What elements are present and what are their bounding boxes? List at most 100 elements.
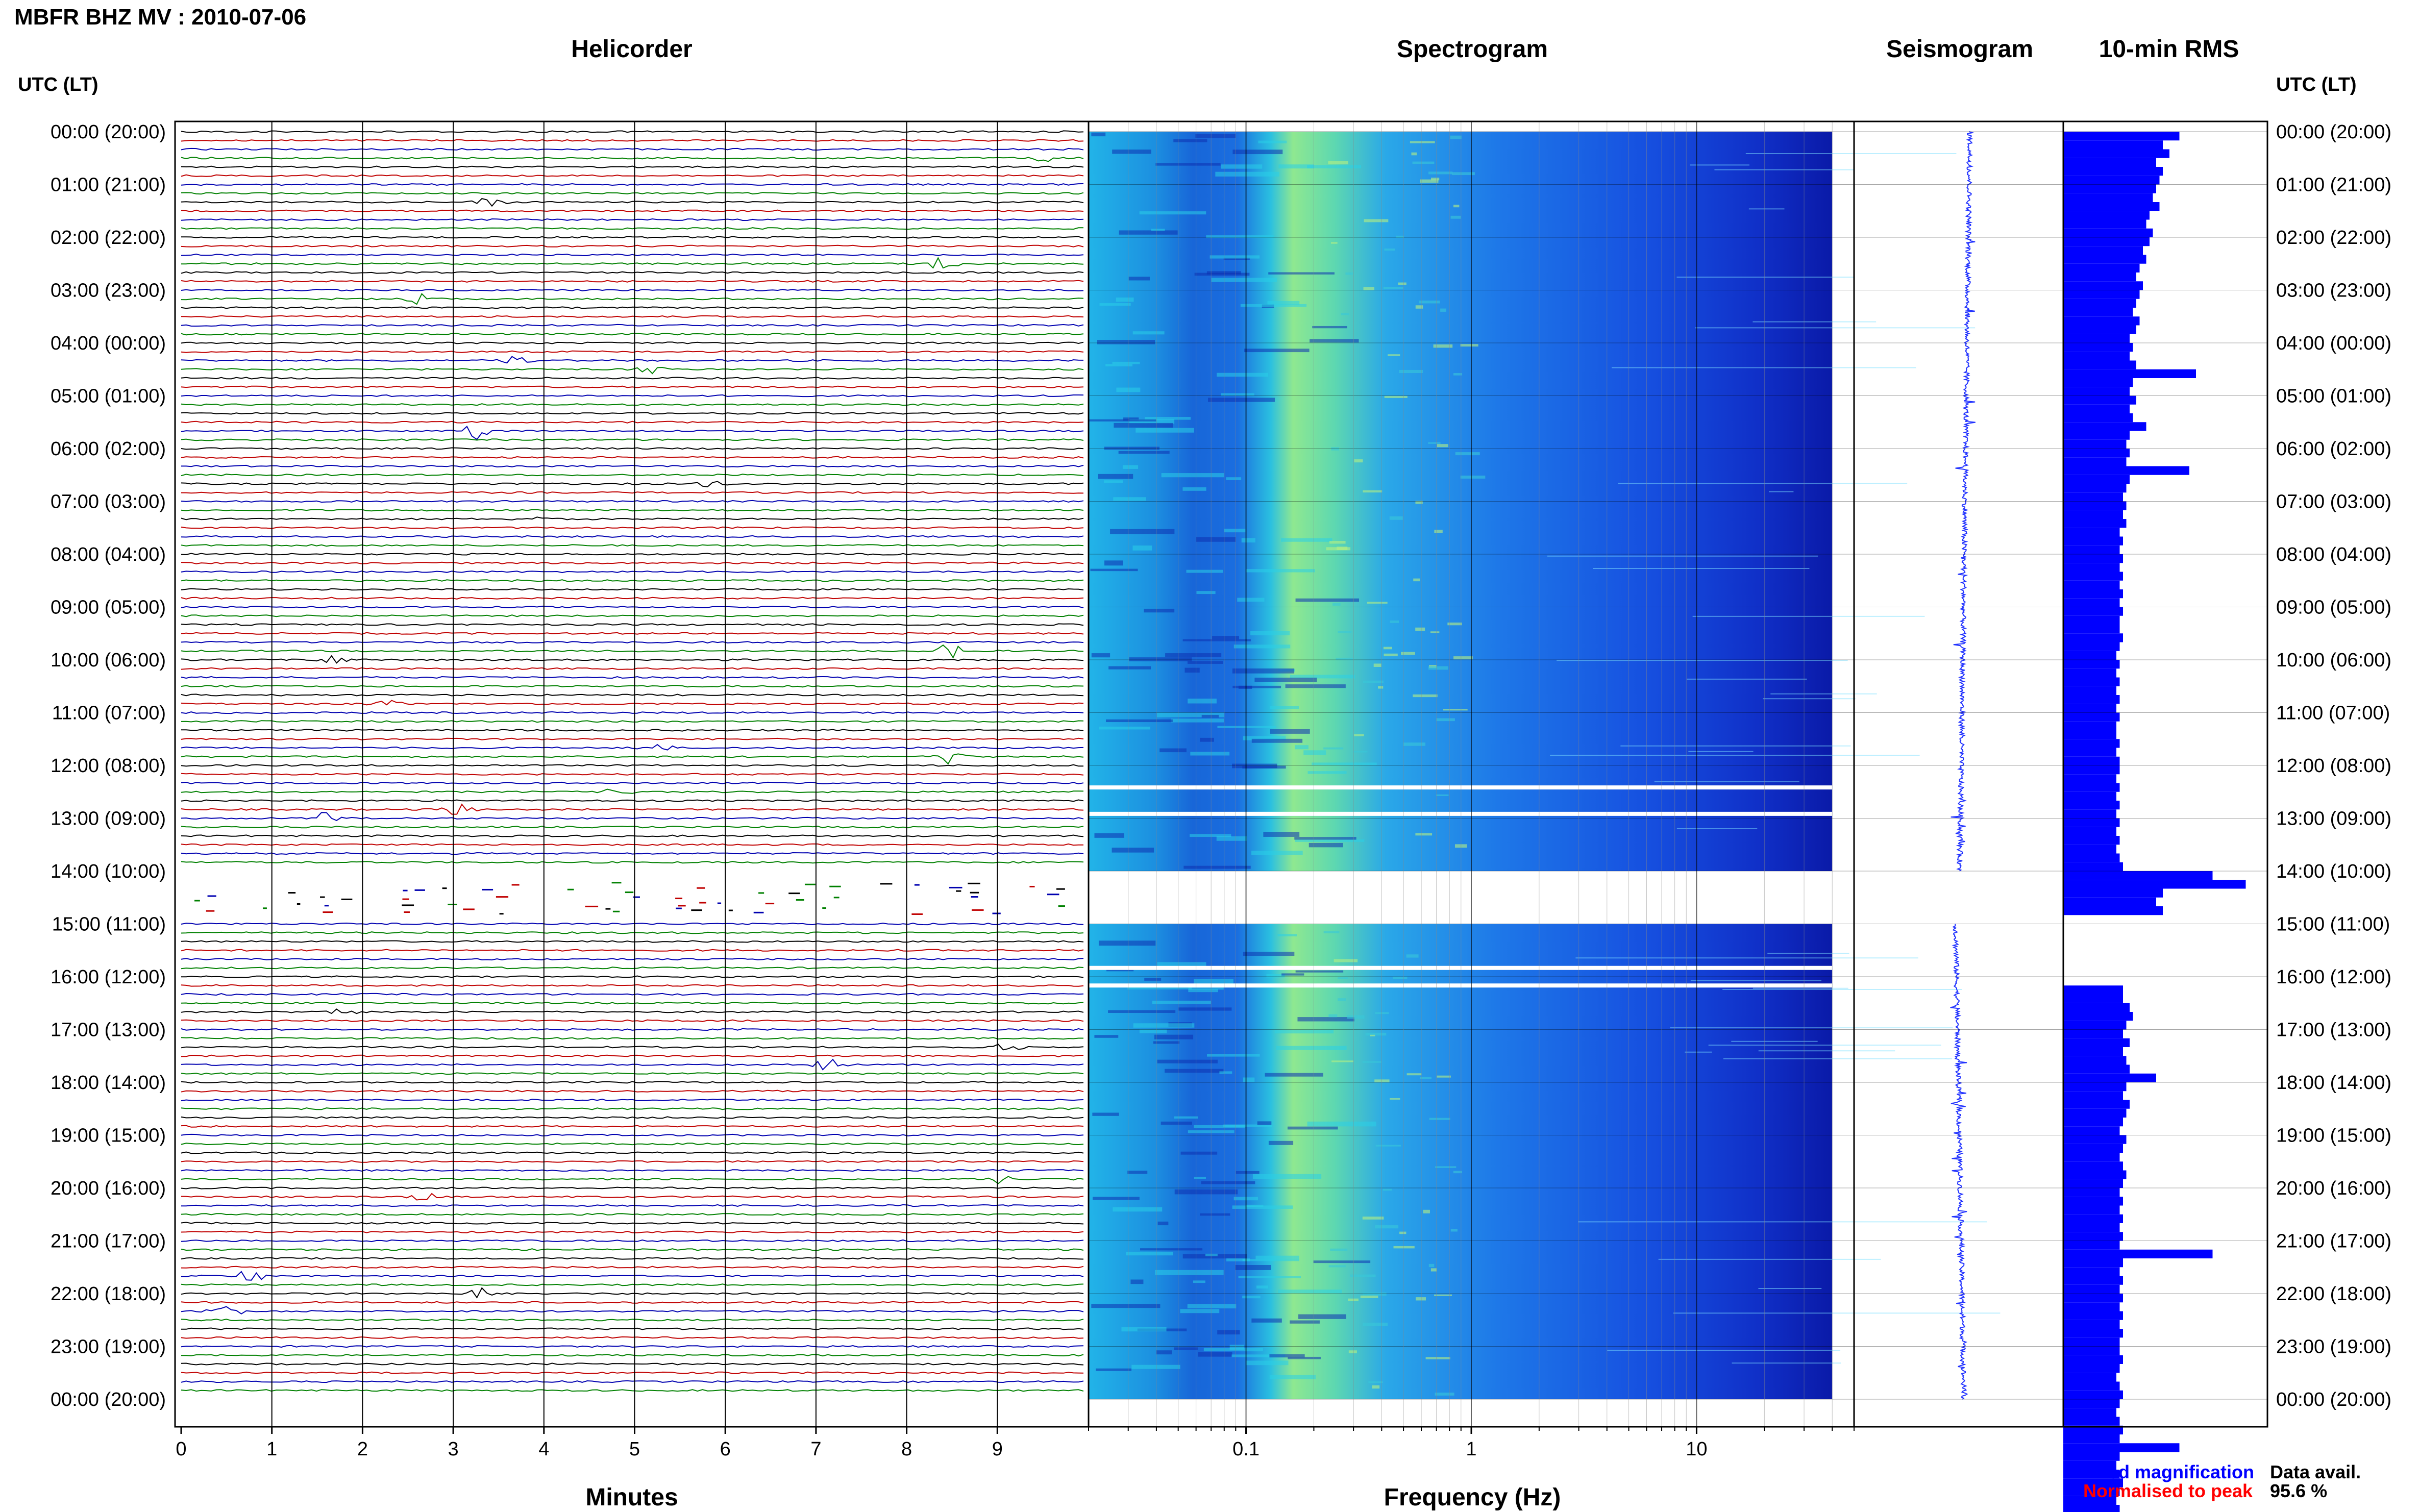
helicorder-trace-line [181,1107,1084,1110]
spectrogram-speckle [1435,1392,1454,1396]
helicorder-trace-line [181,412,1084,415]
spectrogram-speckle [1372,1385,1380,1389]
time-tick-label-left: 07:00 (03:00) [51,491,166,513]
rms-bar [2063,1434,2120,1444]
time-tick-label-right: 08:00 (04:00) [2276,544,2391,565]
helicorder-trace-line [181,579,1084,582]
helicorder-trace-line [181,350,1084,353]
helicorder-gap-fragment [1058,905,1066,907]
time-tick-label-right: 05:00 (01:00) [2276,386,2391,407]
spectrogram-streak [1153,1041,1180,1044]
time-tick-label-left: 01:00 (21:00) [51,175,166,196]
time-tick-label-right: 21:00 (17:00) [2276,1231,2391,1252]
spectrogram-speckle [1375,1012,1389,1014]
helicorder-trace-line [181,315,1084,318]
spectrogram-speckle [1348,1298,1359,1301]
spectrogram-streak [1270,706,1299,709]
helicorder-trace-line [181,1222,1084,1225]
spectrogram-streak [1285,684,1346,688]
spectrogram-streak [1104,560,1123,566]
rms-bar [2063,1284,2120,1294]
helicorder-trace-line [181,1058,1084,1071]
helicorder-trace-line [181,655,1084,664]
helicorder-trace-line [181,975,1084,978]
spectrogram-speckle [1332,603,1341,606]
spectrogram-speckle [1406,1073,1422,1076]
helicorder-gap-fragment [341,898,353,900]
rms-bar [2063,1223,2120,1232]
helicorder-trace-line [181,157,1084,162]
helicorder-trace-line [181,1319,1084,1322]
helicorder-gap-fragment [992,912,1001,914]
helicorder-gap-fragment [320,896,325,898]
helicorder-gap-fragment [403,889,408,891]
spectrogram-streak [1294,837,1356,840]
time-tick-label-left: 10:00 (06:00) [51,650,166,671]
rms-bar [2063,704,2116,713]
spectrogram-speckle [1415,833,1433,836]
rms-bar [2063,255,2146,264]
spectrogram-speckle [1362,1217,1384,1220]
spectrogram-streak [1151,229,1165,231]
spectrogram-streak [1123,417,1139,421]
rms-bar [2063,184,2156,193]
rms-bar [2063,677,2120,686]
time-tick-label-left: 13:00 (09:00) [51,808,166,830]
rms-bar [2063,651,2116,660]
helicorder-trace-line [181,288,1084,292]
helicorder-trace-line [181,481,1084,487]
helicorder-trace-line [181,394,1084,398]
helicorder-trace-line [181,130,1084,133]
rms-bar [2063,263,2140,272]
spectrogram-streak [1190,834,1231,837]
helicorder-gap-fragment [288,892,296,894]
spectrogram-streak [1224,529,1246,533]
spectrogram-streak [1156,1350,1172,1355]
helicorder-trace-line [181,192,1084,195]
helicorder-x-tick-label: 6 [720,1439,731,1460]
spectrogram-x-axis-label: Frequency (Hz) [1384,1484,1561,1511]
time-tick-label-left: 00:00 (20:00) [51,1389,166,1410]
spectrogram-streak [1312,762,1377,765]
rms-bar [2063,466,2189,475]
rms-bar [2063,1390,2123,1399]
spectrogram-streak [1243,1077,1255,1082]
spectrogram-speckle [1393,976,1408,979]
spectrogram-block-upper [1089,132,1833,871]
spectrogram-speckle [1415,627,1425,631]
helicorder-trace-line [181,426,1084,440]
spectrogram-streak [1269,1375,1316,1379]
helicorder-trace-line [181,1345,1084,1348]
helicorder-gap-fragment [448,903,457,905]
rms-bar [2063,369,2196,378]
time-tick-label-right: 20:00 (16:00) [2276,1178,2391,1199]
spectrogram-streak [1226,1258,1250,1261]
time-tick-label-left: 19:00 (15:00) [51,1125,166,1147]
helicorder-trace-line [181,1266,1084,1269]
time-tick-label-left: 09:00 (05:00) [51,597,166,618]
spectrogram-streak [1171,718,1224,723]
rms-bar [2063,756,2120,765]
helicorder-trace-line [181,535,1084,538]
rms-bar [2063,1364,2120,1373]
helicorder-trace-line [181,644,1084,659]
helicorder-gap-fragment [324,905,329,907]
rms-bar [2063,1478,2123,1488]
time-tick-label-left: 04:00 (00:00) [51,333,166,354]
spectrogram-streak [1182,639,1251,641]
helicorder-trace-line [181,614,1084,617]
rms-bar [2063,449,2130,458]
rms-bar [2063,528,2120,537]
spectrogram-speckle [1453,205,1460,208]
time-tick-label-right: 17:00 (13:00) [2276,1020,2391,1041]
helicorder-gap-fragment [625,891,634,894]
spectrogram-streak [1232,150,1283,155]
spectrogram-streak [1094,1035,1119,1038]
spectrogram-streak [1288,1356,1321,1359]
rms-bar [2063,1029,2123,1038]
helicorder-gap-fragment [675,898,683,900]
rms-bar [2063,1267,2120,1276]
rms-bar [2063,501,2127,510]
spectrogram-speckle [1384,249,1395,251]
rms-bar [2063,246,2143,255]
